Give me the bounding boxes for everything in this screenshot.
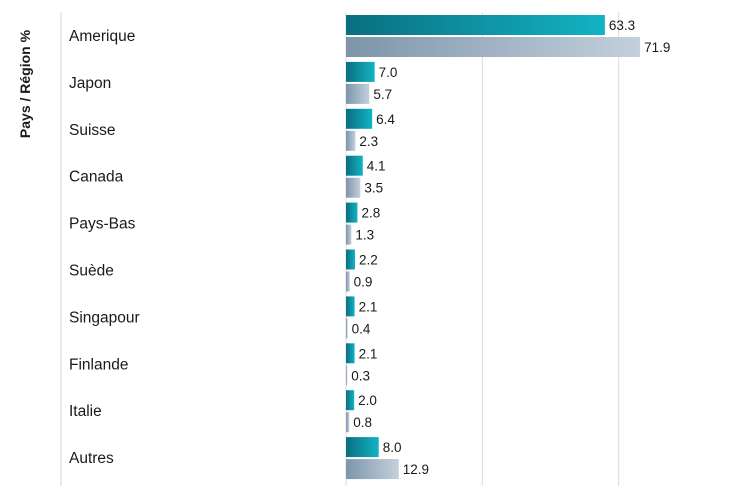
data-label: 63.3 (609, 18, 635, 33)
bar-series-2 (346, 224, 352, 245)
bar-series-1 (346, 202, 358, 223)
bar-series-2 (346, 318, 348, 339)
y-axis-label: Pays / Région % (17, 29, 33, 138)
data-label: 2.8 (361, 206, 380, 221)
data-label: 2.3 (359, 134, 378, 149)
bar-series-1 (346, 155, 363, 176)
bar-series-2 (346, 271, 350, 292)
data-label: 2.2 (359, 253, 378, 268)
gridlines (345, 12, 620, 486)
category-label: Singapour (69, 309, 140, 326)
category-label: Canada (69, 169, 124, 186)
bar-series-2 (346, 130, 356, 151)
data-label: 0.8 (353, 415, 372, 430)
category-label: Italie (69, 403, 102, 420)
data-label: 0.3 (351, 368, 370, 383)
bar-series-1 (346, 249, 355, 270)
bar-series-1 (346, 108, 373, 129)
bars (346, 15, 641, 480)
category-label: Suède (69, 263, 114, 280)
bar-series-2 (346, 177, 361, 198)
data-label: 4.1 (367, 159, 386, 174)
data-label: 6.4 (376, 112, 395, 127)
bar-series-2 (346, 37, 641, 57)
data-label: 3.5 (364, 181, 383, 196)
bar-series-1 (346, 15, 605, 35)
bar-series-1 (346, 61, 375, 82)
data-label: 71.9 (644, 40, 670, 55)
data-label: 2.1 (359, 346, 378, 361)
category-label: Autres (69, 450, 114, 467)
category-label: Suisse (69, 122, 116, 139)
data-label: 0.9 (354, 275, 373, 290)
category-label: Finlande (69, 356, 128, 373)
data-label: 0.4 (352, 321, 371, 336)
data-label: 12.9 (403, 462, 429, 477)
category-labels: Amerique Japon Suisse Canada Pays-Bas Suède Si… (69, 28, 140, 467)
category-label: Pays-Bas (69, 216, 136, 233)
bar-series-2 (346, 83, 370, 104)
bar-series-1 (346, 390, 355, 411)
data-label: 7.0 (379, 65, 398, 80)
bar-series-2 (346, 365, 348, 386)
bar-series-2 (346, 459, 399, 480)
data-label: 1.3 (355, 228, 374, 243)
data-label: 8.0 (383, 440, 402, 455)
data-label: 5.7 (373, 87, 392, 102)
bar-series-1 (346, 437, 379, 458)
category-label: Japon (69, 75, 111, 92)
data-labels: 63.3 71.9 7.0 5.7 6.4 2.3 4.1 3.5 2.8 1.3 2.2 0.9 2.… (351, 18, 670, 477)
category-label: Amerique (69, 28, 135, 45)
data-label: 2.1 (359, 299, 378, 314)
bar-series-2 (346, 412, 350, 433)
bar-series-1 (346, 343, 355, 364)
bar-series-1 (346, 296, 355, 317)
data-label: 2.0 (358, 393, 377, 408)
